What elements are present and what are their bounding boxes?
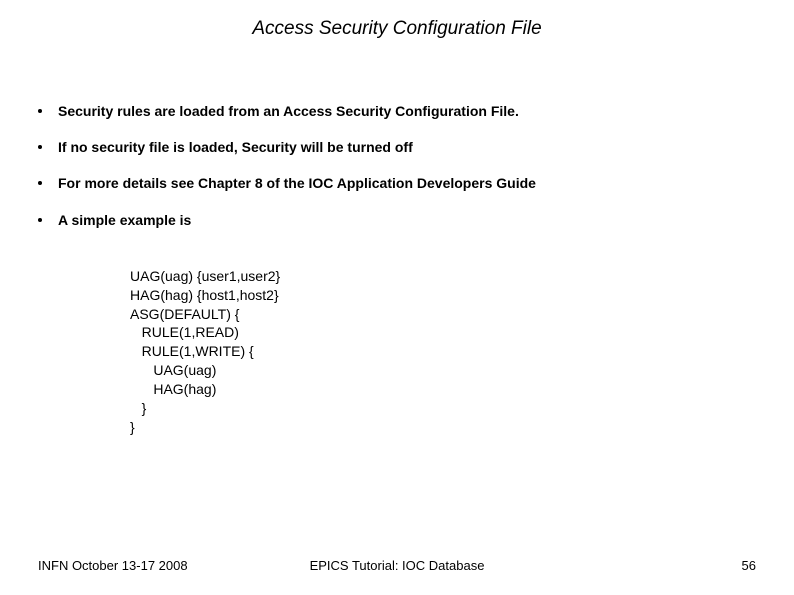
list-item: Security rules are loaded from an Access… [38,102,756,120]
bullet-icon [38,181,42,185]
list-item: A simple example is [38,211,756,229]
bullet-icon [38,109,42,113]
list-item: For more details see Chapter 8 of the IO… [38,174,756,192]
bullet-icon [38,218,42,222]
bullet-text: A simple example is [58,211,191,229]
code-example: UAG(uag) {user1,user2} HAG(hag) {host1,h… [130,267,756,437]
slide-title: Access Security Configuration File [98,18,696,40]
page-number: 56 [742,558,756,573]
bullet-text: Security rules are loaded from an Access… [58,102,519,120]
footer-title: EPICS Tutorial: IOC Database [310,558,485,573]
bullet-text: If no security file is loaded, Security … [58,138,413,156]
bullet-list: Security rules are loaded from an Access… [38,102,756,229]
footer: INFN October 13-17 2008 EPICS Tutorial: … [38,558,756,573]
bullet-icon [38,145,42,149]
footer-date: INFN October 13-17 2008 [38,558,188,573]
list-item: If no security file is loaded, Security … [38,138,756,156]
bullet-text: For more details see Chapter 8 of the IO… [58,174,536,192]
